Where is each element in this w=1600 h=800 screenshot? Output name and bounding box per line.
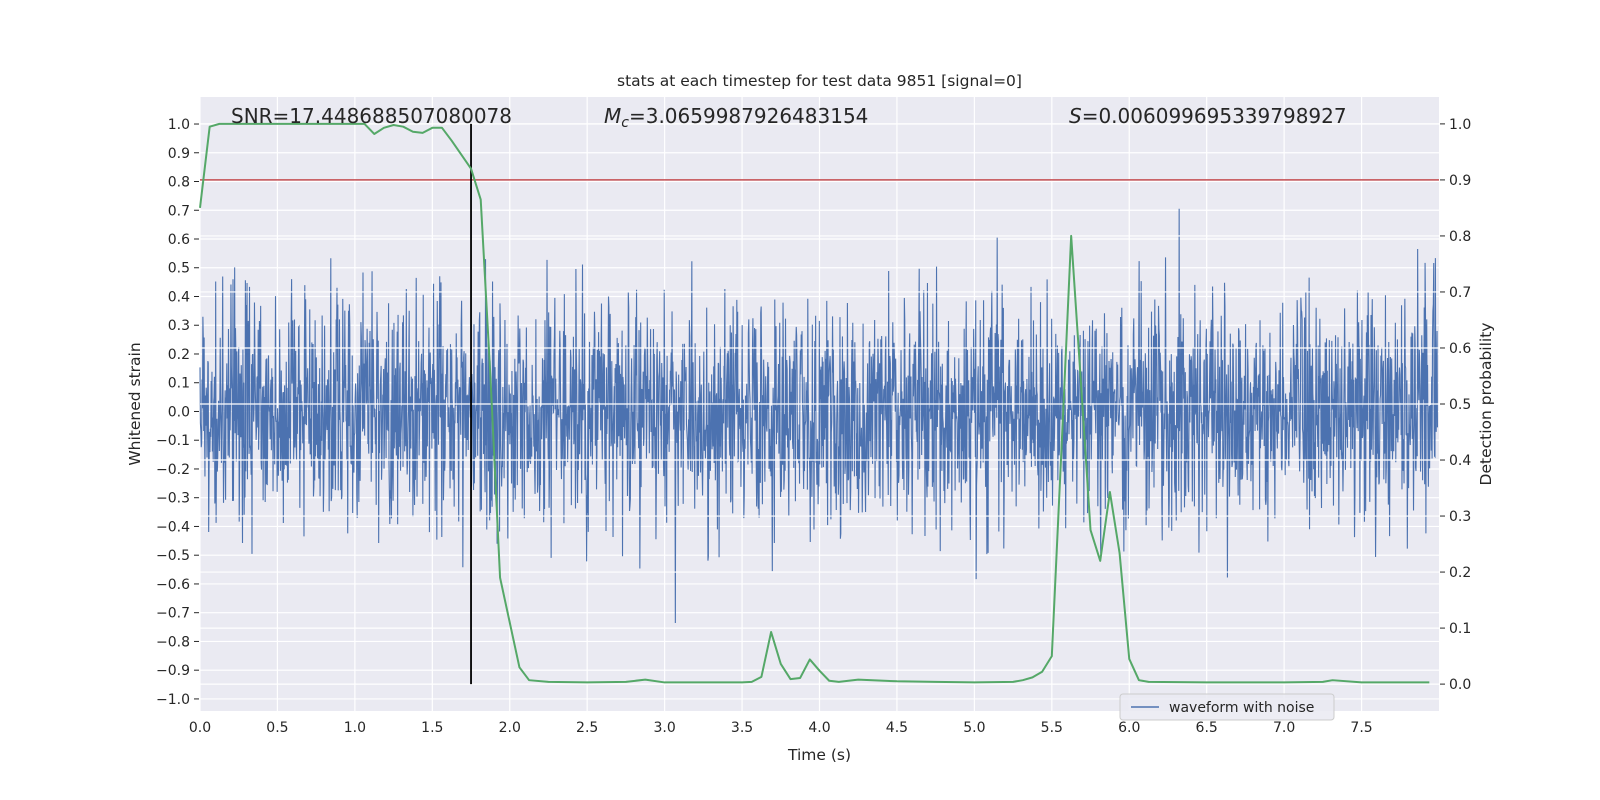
tick-labels: 0.0 0.5 1.0 1.5 2.0 2.5 3.0 3.5 4.0 4.5 5.0 5.5 6.0 6… [156, 117, 1471, 736]
x-tick-label: 2.0 [499, 720, 521, 736]
s-value: =0.006099695339798927 [1082, 104, 1347, 128]
mc-value: =3.0659987926483154 [629, 104, 868, 128]
y-tick-label-left: 1.0 [168, 117, 190, 133]
y-tick-label-left: −1.0 [156, 692, 190, 708]
y-tick-label-left: 0.8 [168, 175, 190, 191]
y-tick-label-left: −0.2 [156, 462, 190, 478]
y-tick-label-right: 0.7 [1449, 285, 1471, 301]
y-tick-label-left: 0.5 [168, 261, 190, 277]
x-tick-label: 0.5 [266, 720, 288, 736]
y-tick-label-left: −0.3 [156, 491, 190, 507]
legend-label-waveform: waveform with noise [1169, 700, 1314, 716]
y-tick-label-right: 0.0 [1449, 677, 1471, 693]
y-tick-label-left: −0.7 [156, 606, 190, 622]
y-tick-label-left: −0.8 [156, 634, 190, 650]
x-axis-label: Time (s) [787, 746, 851, 764]
x-tick-label: 3.5 [731, 720, 753, 736]
y-tick-label-right: 0.5 [1449, 397, 1471, 413]
y-tick-label-left: −0.6 [156, 577, 190, 593]
y-tick-label-left: 0.4 [168, 289, 190, 305]
y-tick-label-left: 0.2 [168, 347, 190, 363]
x-tick-label: 5.5 [1041, 720, 1063, 736]
y-tick-label-right: 0.1 [1449, 621, 1471, 637]
x-tick-label: 4.5 [886, 720, 908, 736]
mc-subscript: c [621, 115, 629, 131]
y-tick-label-left: −0.1 [156, 433, 190, 449]
x-tick-label: 7.0 [1273, 720, 1295, 736]
x-tick-label: 7.5 [1350, 720, 1372, 736]
waveform-series [199, 208, 1438, 624]
y-tick-label-right: 0.2 [1449, 565, 1471, 581]
mc-symbol: M [604, 104, 621, 128]
waveform-line [199, 208, 1438, 624]
x-tick-label: 1.5 [421, 720, 443, 736]
y-tick-label-left: 0.7 [168, 203, 190, 219]
y-axis-label-left: Whitened strain [126, 342, 144, 465]
x-tick-label: 2.5 [576, 720, 598, 736]
y-tick-label-left: 0.1 [168, 376, 190, 392]
x-tick-label: 4.0 [808, 720, 830, 736]
chart-title: stats at each timestep for test data 985… [617, 72, 1022, 90]
y-tick-label-right: 1.0 [1449, 117, 1471, 133]
y-tick-label-left: 0.0 [168, 404, 190, 420]
y-tick-label-right: 0.4 [1449, 453, 1471, 469]
chirp-mass-annotation: Mc=3.0659987926483154 [604, 104, 868, 131]
snr-annotation: SNR=17.448688507080078 [231, 104, 512, 128]
legend-box [1119, 693, 1335, 721]
y-tick-label-right: 0.6 [1449, 341, 1471, 357]
y-tick-label-right: 0.3 [1449, 509, 1471, 525]
y-tick-label-left: −0.4 [156, 519, 190, 535]
s-symbol: S [1069, 104, 1082, 128]
y-tick-label-right: 0.8 [1449, 229, 1471, 245]
x-tick-label: 3.0 [653, 720, 675, 736]
s-annotation: S=0.006099695339798927 [1069, 104, 1347, 128]
x-tick-label: 0.0 [189, 720, 211, 736]
detection-probability-line [199, 122, 1430, 684]
y-axis-label-right: Detection probability [1477, 323, 1495, 486]
overlays [199, 122, 1439, 685]
y-tick-label-right: 0.9 [1449, 173, 1471, 189]
y-tick-label-left: −0.5 [156, 548, 190, 564]
y-tick-label-left: 0.6 [168, 232, 190, 248]
legend: waveform with noise [1119, 693, 1335, 721]
x-tick-label: 6.0 [1118, 720, 1140, 736]
x-tick-label: 5.0 [963, 720, 985, 736]
y-tick-label-left: 0.9 [168, 146, 190, 162]
y-tick-label-left: −0.9 [156, 663, 190, 679]
x-tick-label: 1.0 [344, 720, 366, 736]
x-tick-label: 6.5 [1196, 720, 1218, 736]
y-tick-label-left: 0.3 [168, 318, 190, 334]
